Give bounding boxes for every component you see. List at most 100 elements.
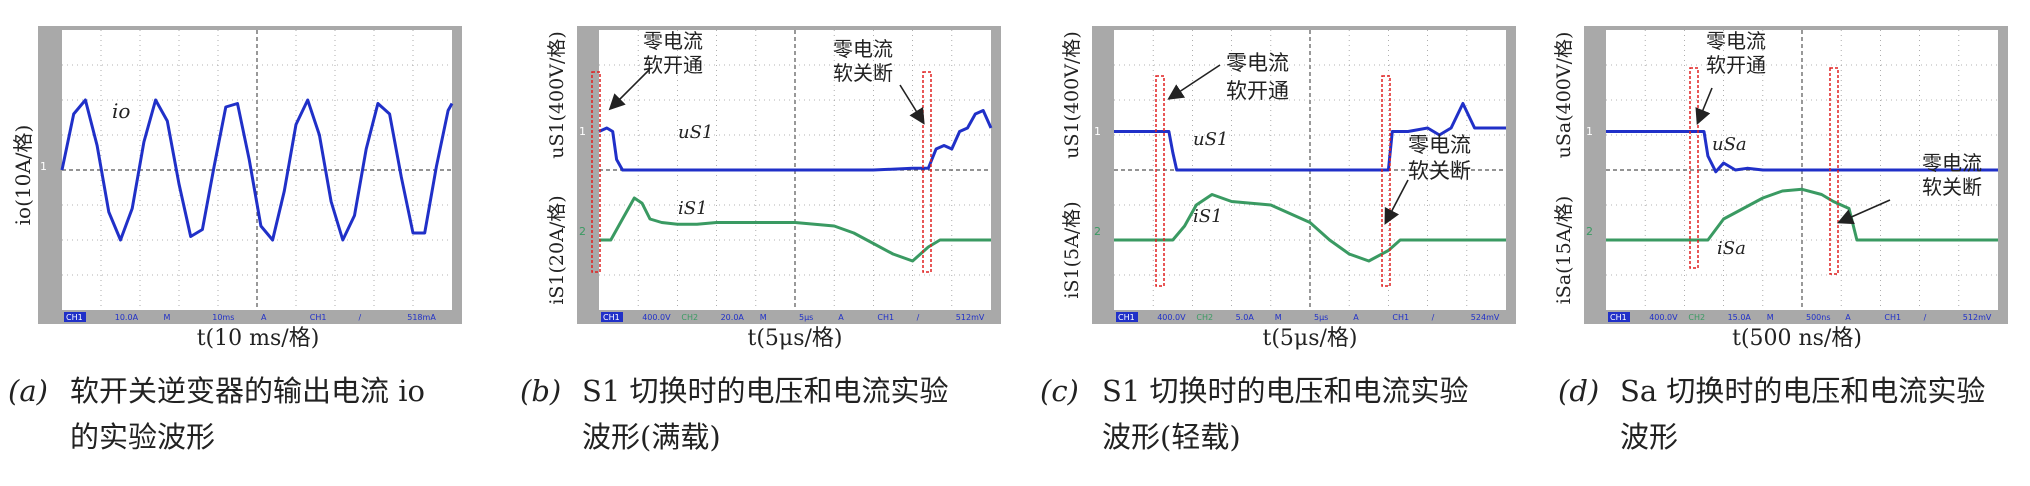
zero-current-off-box [1829, 67, 1839, 275]
status-item: 10.0A [115, 313, 139, 322]
trace-iS1 [599, 196, 991, 263]
trace-uS1 [1114, 102, 1506, 172]
status-item: CH1 [1118, 313, 1135, 322]
annotation-soft-on: 软开通 [643, 53, 703, 77]
status-item: CH1 [310, 313, 327, 322]
status-bar: CH1 400.0V CH2 5.0A M 5μs A CH1 / 524mV [1116, 312, 1500, 322]
status-item: CH2 [1196, 313, 1213, 322]
caption-line-2: 波形(满载) [582, 420, 721, 454]
trace-label-us1: uS1 [1193, 129, 1228, 150]
annotation-zero-current-on: 零电流 [643, 29, 703, 53]
trace-iSa [1606, 187, 1998, 242]
channel-marker-ch2: 2 [579, 225, 586, 238]
caption-line-1: S1 切换时的电压和电流实验 [582, 374, 949, 408]
annotation-soft-on: 软开通 [1226, 79, 1289, 103]
x-axis-label: t(10 ms/格) [197, 326, 320, 351]
zero-current-on-box [1155, 75, 1165, 287]
caption-line-1: 软开关逆变器的输出电流 io [70, 374, 425, 408]
status-item: 400.0V [1649, 313, 1678, 322]
zero-current-on-box [591, 71, 601, 273]
trace-uS1 [598, 109, 993, 172]
status-item: 500ns [1806, 313, 1831, 322]
status-item: A [838, 313, 844, 322]
annotation-arrow-on [1695, 87, 1713, 125]
y-axis-label-bottom: iS1(20A/格) [546, 195, 568, 304]
caption-line-1: Sa 切换时的电压和电流实验 [1620, 374, 1986, 408]
caption-line-2: 波形 [1620, 420, 1679, 454]
status-item: CH1 [877, 313, 894, 322]
trace-layer [598, 109, 993, 263]
caption-tag: (d) [1558, 374, 1600, 408]
status-item: M [164, 313, 171, 322]
status-channel-badge [601, 312, 623, 322]
channel-marker-ch1: 1 [40, 160, 47, 173]
trace-label-isa: iSa [1717, 238, 1746, 259]
trace-layer [1114, 102, 1506, 263]
status-item: 5μs [799, 313, 813, 322]
status-item: CH1 [1610, 313, 1627, 322]
trace-layer [1606, 130, 1998, 242]
trace-iS1 [1114, 193, 1506, 263]
trace-label-usa: uSa [1712, 134, 1747, 155]
annotation-arrow-off [1837, 199, 1891, 225]
status-channel-badge [64, 312, 86, 322]
annotation-zero-current-on: 零电流 [1226, 51, 1289, 75]
channel-marker-ch2: 2 [1586, 225, 1593, 238]
status-bar: CH1 10.0A M 10ms A CH1 / 518mA [64, 312, 436, 322]
annotation-arrow-on [608, 69, 650, 111]
y-axis-label-top: uS1(400V/格) [546, 31, 568, 159]
status-item: 518mA [407, 313, 436, 322]
caption-b: (b) S1 切换时的电压和电流实验 波形(满载) [520, 368, 1020, 460]
trace-label-is1: iS1 [1193, 206, 1223, 227]
annotation-arrow-off [899, 84, 925, 125]
status-item: / [359, 313, 362, 322]
caption-a: (a) 软开关逆变器的输出电流 io 的实验波形 [8, 368, 508, 460]
trace-label-us1: uS1 [678, 122, 713, 143]
status-item: M [760, 313, 767, 322]
status-item: A [1845, 313, 1851, 322]
y-axis-label-bottom: iS1(5A/格) [1061, 201, 1083, 298]
x-axis-label: t(5μs/格) [747, 326, 842, 351]
status-item: 15.0A [1728, 313, 1752, 322]
status-channel-badge [1116, 312, 1138, 322]
caption-line-1: S1 切换时的电压和电流实验 [1102, 374, 1469, 408]
annotation-soft-off: 软关断 [1922, 175, 1982, 199]
status-item: M [1767, 313, 1774, 322]
status-item: / [917, 313, 920, 322]
status-item: M [1275, 313, 1282, 322]
status-item: 20.0A [721, 313, 745, 322]
channel-marker-ch2: 2 [1094, 225, 1101, 238]
status-item: 524mV [1471, 313, 1500, 322]
annotation-zero-current-off: 零电流 [1922, 151, 1982, 175]
status-item: A [261, 313, 267, 322]
status-item: 512mV [1963, 313, 1992, 322]
channel-marker-ch1: 1 [1586, 125, 1593, 138]
caption-line-2: 的实验波形 [70, 420, 216, 454]
annotation-arrow-off [1384, 179, 1409, 225]
scope-panel-a: CH1 10.0A M 10ms A CH1 / 518mA 1 io io(10A/格) t… [11, 26, 462, 351]
trace-uSa [1606, 130, 1998, 174]
status-bar: CH1 400.0V CH2 15.0A M 500ns A CH1 / 512mV [1608, 312, 1992, 322]
status-item: 512mV [956, 313, 985, 322]
annotation-soft-on: 软开通 [1706, 53, 1766, 77]
y-axis-label: io(10A/格) [11, 125, 35, 226]
status-item: CH2 [1688, 313, 1705, 322]
caption-c: (c) S1 切换时的电压和电流实验 波形(轻载) [1040, 368, 1520, 460]
scope-panel-b: CH1 400.0V CH2 20.0A M 5μs A CH1/512mV 零电流 软开通 … [546, 26, 1001, 351]
status-item: CH2 [681, 313, 698, 322]
status-item: 400.0V [1157, 313, 1186, 322]
trace-label-is1: iS1 [678, 198, 708, 219]
caption-tag: (a) [8, 374, 48, 408]
annotation-zero-current-off: 零电流 [833, 37, 893, 61]
y-axis-label-top: uS1(400V/格) [1061, 31, 1083, 159]
annotation-zero-current-off: 零电流 [1408, 133, 1471, 157]
status-item: CH1 [603, 313, 620, 322]
caption-tag: (c) [1040, 374, 1079, 408]
zero-current-off-box [1381, 75, 1391, 287]
status-item: 5.0A [1236, 313, 1255, 322]
status-item: CH1 [66, 313, 83, 322]
trace-label-io: io [112, 99, 130, 123]
zero-current-off-box [922, 71, 932, 273]
caption-line-2: 波形(轻载) [1102, 420, 1241, 454]
status-item: CH1 [1392, 313, 1409, 322]
